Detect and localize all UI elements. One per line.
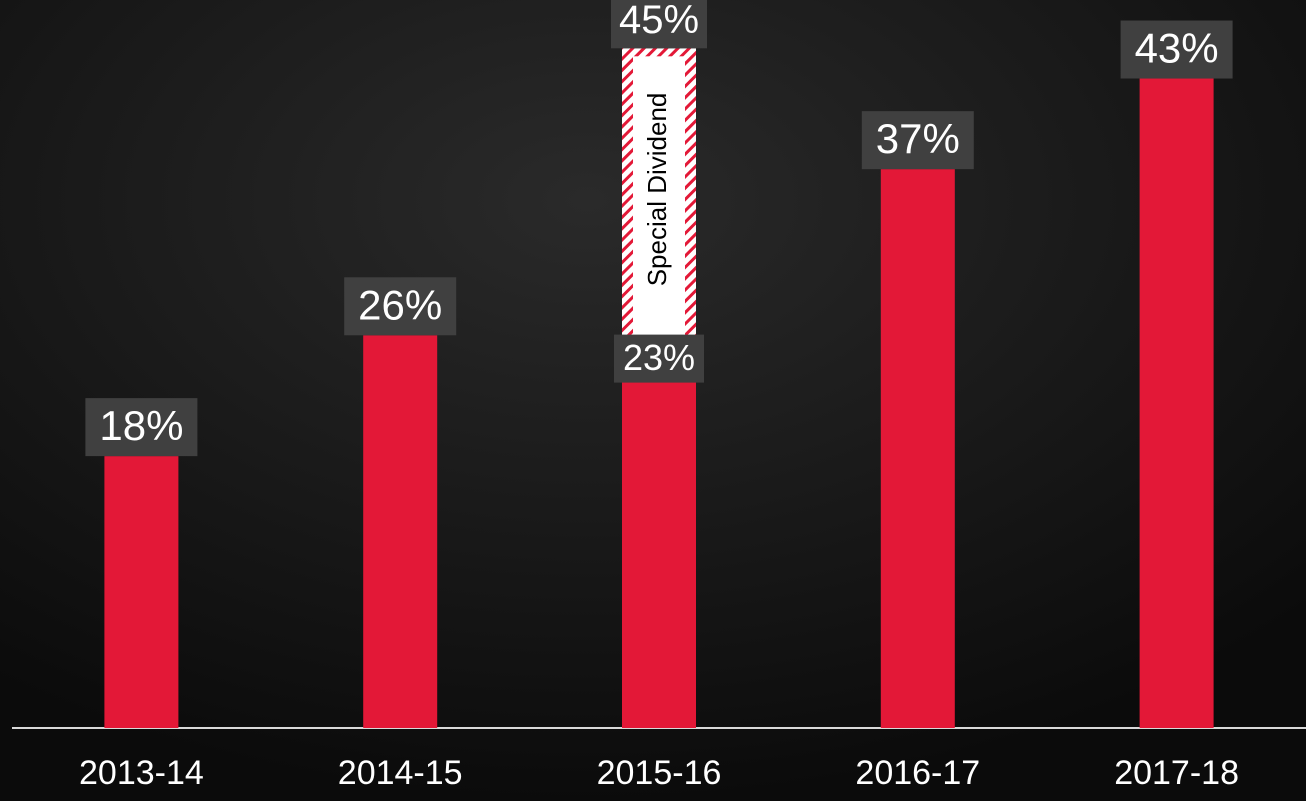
value-label: 26% [358,281,442,328]
x-tick-label: 2015-16 [597,754,722,792]
bar [1140,79,1214,728]
value-label: 45% [619,0,699,42]
bar [104,456,178,728]
bar [881,169,955,728]
value-label: 23% [623,337,695,378]
value-label: 43% [1135,25,1219,72]
value-label: 37% [876,115,960,162]
special-dividend-label: Special Dividend [642,93,672,287]
x-tick-label: 2017-18 [1114,754,1239,792]
x-tick-label: 2013-14 [79,754,204,792]
bar [363,335,437,728]
chart: 2013-14 18% 2014-15 26% 2015-16 Special Divid… [0,0,1306,801]
x-tick-label: 2016-17 [855,754,980,792]
value-label: 18% [99,402,183,449]
x-tick-label: 2014-15 [338,754,463,792]
bar [622,381,696,728]
